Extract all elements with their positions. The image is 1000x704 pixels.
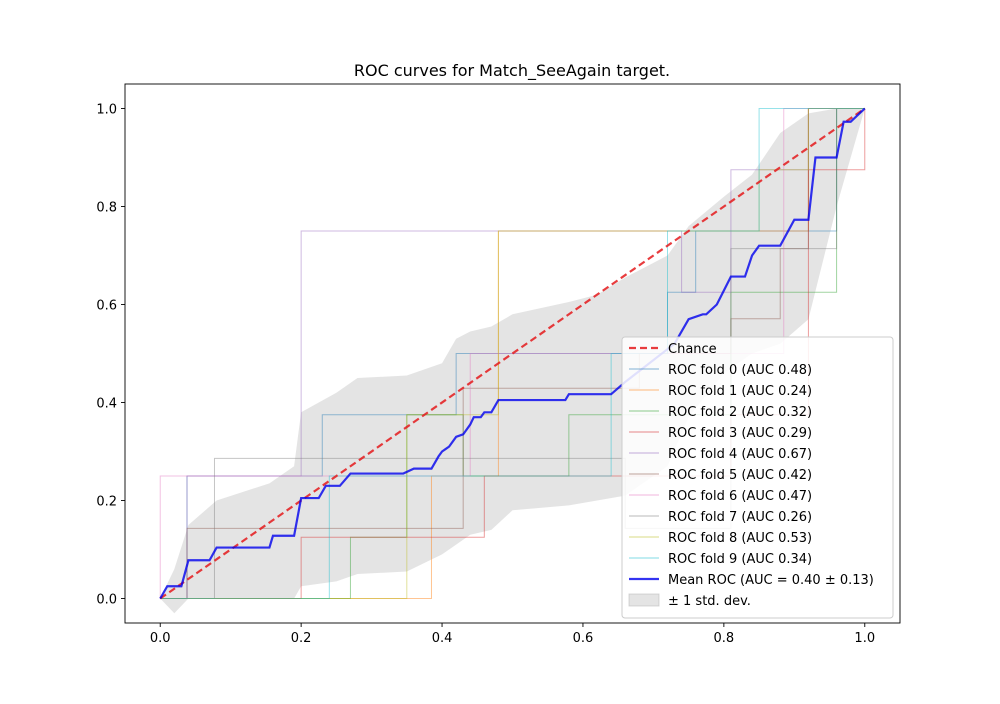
x-tick-label: 0.4: [432, 631, 453, 646]
x-tick-label: 0.8: [714, 631, 735, 646]
chance-line: [159, 107, 866, 600]
y-tick-label: 0.4: [96, 397, 117, 412]
std-band-area: [160, 108, 865, 614]
legend: Chance ROC fold 0 (AUC 0.48) ROC fold 1 (A…: [621, 336, 894, 619]
roc-fold-0-line: [160, 108, 865, 599]
y-tick-label: 0.8: [96, 201, 117, 216]
roc-fold-2-line: [160, 108, 865, 599]
roc-fold-1-line: [160, 108, 865, 599]
legend-roc-fold-1-label: ROC fold 1 (AUC 0.24): [668, 384, 812, 399]
legend-roc-fold-6-label: ROC fold 6 (AUC 0.47): [668, 489, 812, 504]
roc-fold-8-line: [160, 108, 865, 599]
y-axis: 0.0 0.2 0.4 0.6 0.8 1.0: [96, 103, 125, 608]
x-axis: 0.0 0.2 0.4 0.6 0.8 1.0: [150, 623, 875, 646]
plot-area: [124, 83, 901, 624]
legend-roc-fold-8-label: ROC fold 8 (AUC 0.53): [668, 531, 812, 546]
legend-roc-fold-5-label: ROC fold 5 (AUC 0.42): [668, 468, 812, 483]
legend-roc-fold-2-label: ROC fold 2 (AUC 0.32): [668, 405, 812, 420]
legend-box: [621, 336, 894, 619]
mean-roc-line: [159, 107, 866, 600]
legend-chance-label: Chance: [668, 342, 717, 357]
legend-roc-fold-0-label: ROC fold 0 (AUC 0.48): [668, 363, 812, 378]
legend-roc-fold-3-label: ROC fold 3 (AUC 0.29): [668, 426, 812, 441]
roc-fold-4-line: [160, 108, 865, 599]
legend-std-band-patch: [628, 593, 660, 607]
x-tick-label: 0.6: [573, 631, 594, 646]
legend-roc-fold-7-label: ROC fold 7 (AUC 0.26): [668, 510, 812, 525]
legend-mean-roc-label: Mean ROC (AUC = 0.40 ± 0.13): [668, 573, 874, 588]
legend-roc-fold-9-label: ROC fold 9 (AUC 0.34): [668, 552, 812, 567]
y-tick-label: 0.0: [96, 593, 117, 608]
x-tick-label: 0.0: [150, 631, 171, 646]
chart-title: ROC curves for Match_SeeAgain target.: [354, 61, 670, 81]
plot-frame: [124, 83, 901, 624]
x-tick-label: 0.2: [291, 631, 312, 646]
legend-std-band-label: ± 1 std. dev.: [668, 594, 751, 609]
x-tick-label: 1.0: [854, 631, 875, 646]
y-tick-label: 0.6: [96, 299, 117, 314]
plot-inner: [159, 107, 866, 614]
y-tick-label: 0.2: [96, 495, 117, 510]
roc-fold-6-line: [159, 108, 865, 599]
legend-roc-fold-4-label: ROC fold 4 (AUC 0.67): [668, 447, 812, 462]
y-tick-label: 1.0: [96, 103, 117, 118]
